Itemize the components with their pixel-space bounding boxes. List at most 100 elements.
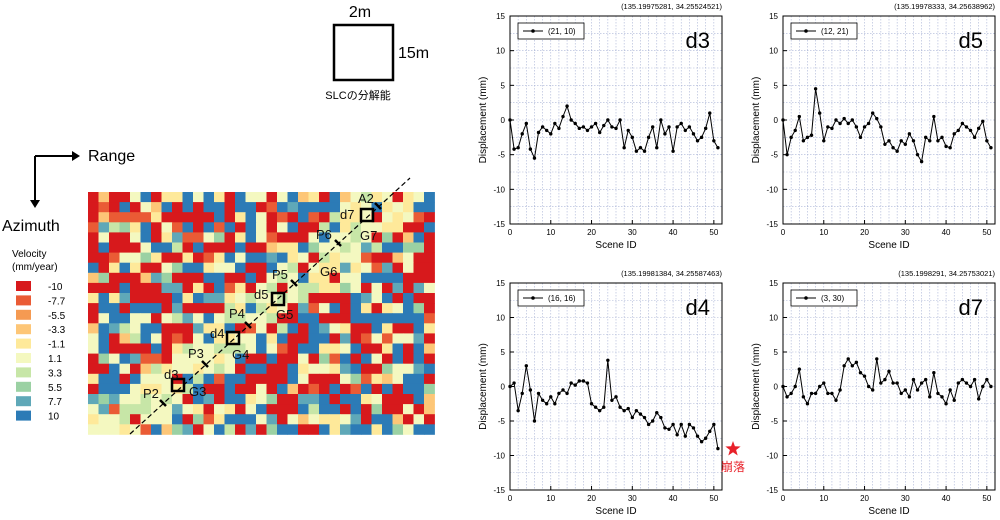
heatmap-cell xyxy=(161,252,173,264)
heatmap-cell xyxy=(98,303,110,314)
heatmap-cell xyxy=(413,192,425,203)
heatmap-cell xyxy=(424,343,435,354)
profile-point-box xyxy=(359,207,375,223)
heatmap-cell xyxy=(130,343,141,354)
heatmap-cell xyxy=(130,212,141,223)
heatmap-cell xyxy=(350,293,362,304)
heatmap-cell xyxy=(88,242,99,253)
heatmap-cell xyxy=(224,323,236,334)
heatmap-cell xyxy=(308,212,320,223)
heatmap-cell xyxy=(329,333,341,344)
heatmap-cell xyxy=(413,242,425,253)
data-point xyxy=(565,104,569,108)
heatmap-cell xyxy=(256,252,267,264)
y-axis-title: Displacement (mm) xyxy=(751,77,762,164)
data-point xyxy=(508,118,512,122)
heatmap-cell xyxy=(361,394,372,405)
heatmap-cell xyxy=(329,363,341,375)
heatmap-cell xyxy=(424,282,435,294)
y-tick-label: -10 xyxy=(493,452,505,461)
heatmap-cell xyxy=(172,212,183,223)
heatmap-cell xyxy=(224,424,236,435)
heatmap-cell xyxy=(382,282,393,294)
heatmap-cell xyxy=(140,282,152,294)
legend-label: -7.7 xyxy=(48,296,66,307)
heatmap-cell xyxy=(361,333,372,344)
data-point xyxy=(907,395,912,399)
x-tick-label: 10 xyxy=(819,228,828,237)
heatmap-cell xyxy=(403,192,414,203)
data-point xyxy=(956,128,961,133)
heatmap-cell xyxy=(319,222,330,233)
heatmap-cell xyxy=(109,414,120,425)
heatmap-cell xyxy=(340,242,351,253)
heatmap-cell xyxy=(319,202,330,213)
data-point xyxy=(883,377,887,382)
data-point xyxy=(858,371,863,375)
heatmap-cell xyxy=(329,313,341,324)
heatmap-cell xyxy=(182,394,194,405)
heatmap-cell xyxy=(403,394,414,405)
data-point xyxy=(879,125,883,129)
chart-tag-label: d5 xyxy=(959,28,983,53)
heatmap-cell xyxy=(340,282,351,294)
heatmap-cell xyxy=(361,323,372,334)
x-tick-label: 30 xyxy=(901,494,910,503)
heatmap-cell xyxy=(298,252,309,264)
data-point xyxy=(907,132,912,136)
heatmap-cell xyxy=(140,232,152,243)
heatmap-cell xyxy=(130,252,141,264)
x-axis-title: Scene ID xyxy=(595,506,636,517)
heatmap-cell xyxy=(235,272,246,284)
legend-label: 10 xyxy=(48,412,60,423)
range-arrow-head-icon xyxy=(72,151,80,161)
heatmap-cell xyxy=(413,404,425,415)
heatmap-cell xyxy=(424,363,435,375)
heatmap-cell xyxy=(109,323,120,334)
heatmap-cell xyxy=(277,282,288,294)
heatmap-cell xyxy=(119,232,131,243)
data-point xyxy=(602,405,606,409)
heatmap-cell xyxy=(361,424,372,435)
series-line xyxy=(782,88,992,164)
heatmap-cell xyxy=(413,272,425,284)
data-point xyxy=(960,121,965,126)
heatmap-cell xyxy=(298,232,309,243)
legend-label: -5.5 xyxy=(48,311,66,322)
heatmap-cell xyxy=(203,414,215,425)
heatmap-cell xyxy=(172,272,183,284)
data-point xyxy=(813,87,818,91)
heatmap-cell xyxy=(193,313,204,324)
heatmap-cell xyxy=(392,343,404,354)
heatmap-cell xyxy=(172,192,183,203)
heatmap-cell xyxy=(130,353,141,365)
heatmap-cell xyxy=(119,333,131,344)
heatmap-cell xyxy=(256,222,267,233)
heatmap-cell xyxy=(277,343,288,354)
data-point xyxy=(630,135,635,140)
heatmap-cell xyxy=(172,323,183,334)
direction-arrows: Range Azimuth xyxy=(2,148,135,235)
heatmap-cell xyxy=(224,262,236,274)
heatmap-cell xyxy=(350,333,362,344)
data-point xyxy=(549,395,553,399)
heatmap-cell xyxy=(329,424,341,435)
heatmap-cell xyxy=(172,282,183,294)
heatmap-cell xyxy=(424,202,435,213)
heatmap-cell xyxy=(266,282,278,294)
heatmap-cell xyxy=(371,262,383,274)
heatmap-cell xyxy=(161,232,173,243)
heatmap-cell xyxy=(266,404,278,415)
heatmap-cell xyxy=(224,242,236,253)
heatmap-cell xyxy=(235,373,246,385)
legend-label: 3.3 xyxy=(48,368,62,379)
heatmap-cell xyxy=(308,404,320,415)
heatmap-cell xyxy=(172,313,183,324)
heatmap-cell xyxy=(193,363,204,375)
data-point xyxy=(830,391,834,396)
resolution-square xyxy=(332,23,395,82)
heatmap-cell xyxy=(88,202,99,213)
heatmap-cell xyxy=(361,404,372,415)
data-point xyxy=(553,402,557,406)
y-tick-label: -15 xyxy=(493,220,505,229)
